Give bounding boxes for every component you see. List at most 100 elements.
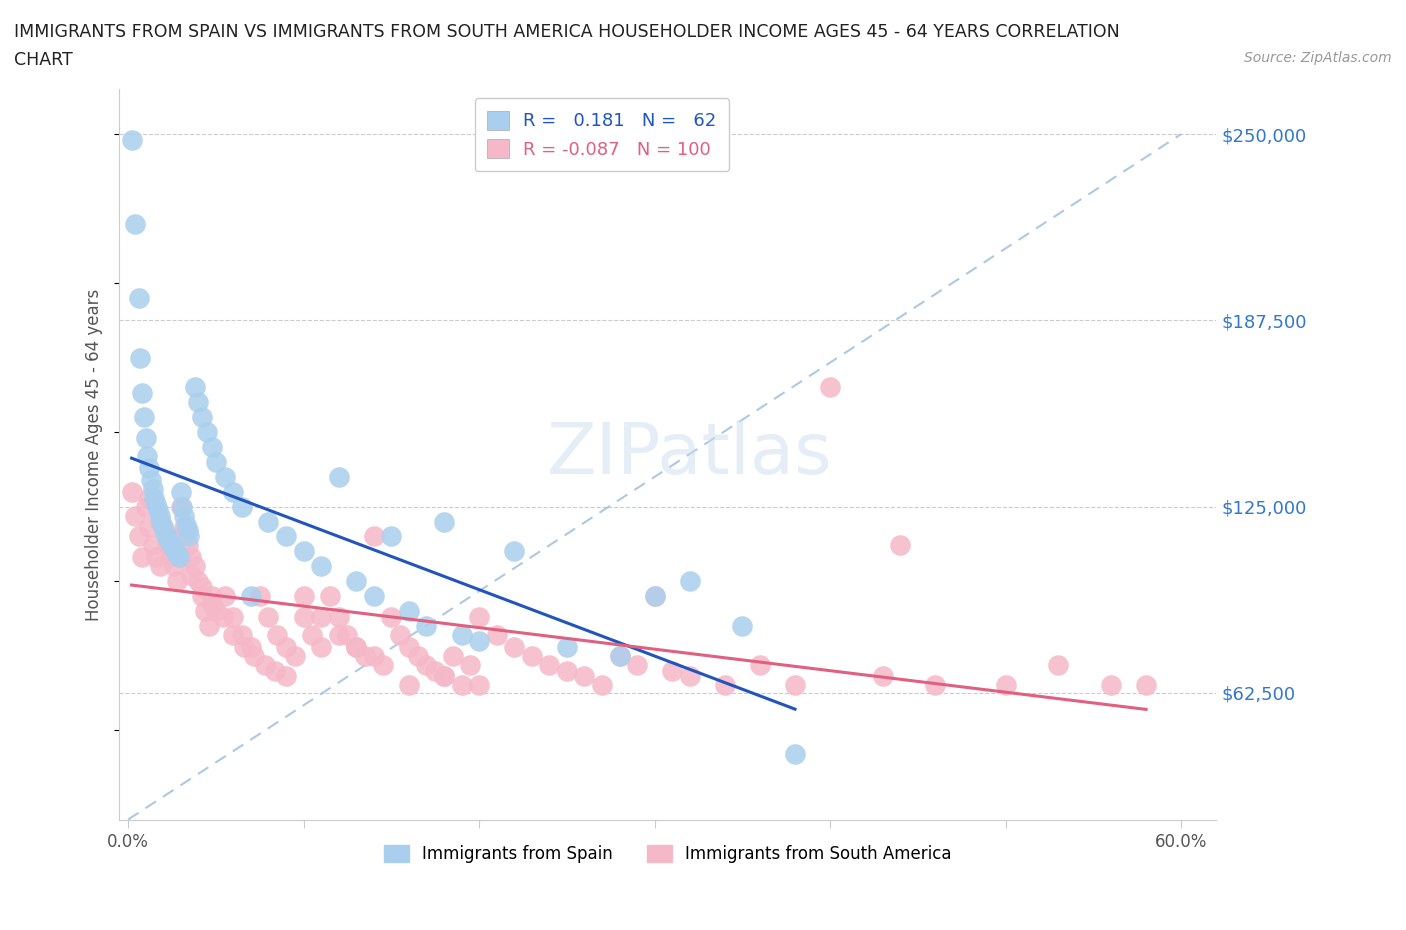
Point (253, 658, 276, 672)
Point (284, 648, 307, 663)
Point (626, 658, 648, 672)
Point (177, 538, 200, 552)
Point (191, 589, 214, 604)
Point (142, 538, 165, 552)
Point (644, 589, 666, 604)
Point (354, 648, 377, 663)
Point (180, 567, 202, 582)
Point (124, 216, 146, 231)
Point (172, 499, 194, 514)
Point (503, 639, 526, 654)
Point (153, 526, 176, 541)
Point (398, 639, 420, 654)
Point (1135, 678, 1157, 693)
Point (173, 508, 195, 523)
Point (214, 470, 236, 485)
Y-axis label: Householder Income Ages 45 - 64 years: Householder Income Ages 45 - 64 years (86, 288, 103, 620)
Point (214, 589, 236, 604)
Point (292, 544, 315, 559)
Point (222, 485, 245, 499)
Point (249, 589, 271, 604)
Point (264, 663, 287, 678)
Point (146, 502, 169, 517)
Point (135, 499, 157, 514)
Point (748, 658, 770, 672)
Point (231, 628, 253, 643)
Point (136, 448, 159, 463)
Point (138, 520, 160, 535)
Point (152, 520, 174, 535)
Point (222, 628, 245, 643)
Point (204, 604, 226, 618)
Point (309, 639, 332, 654)
Point (336, 628, 359, 643)
Point (180, 550, 202, 565)
Point (406, 648, 429, 663)
Point (425, 663, 447, 678)
Point (165, 544, 187, 559)
Point (239, 589, 262, 604)
Point (187, 574, 209, 589)
Point (177, 523, 200, 538)
Legend: Immigrants from Spain, Immigrants from South America: Immigrants from Spain, Immigrants from S… (377, 838, 957, 870)
Point (124, 508, 146, 523)
Point (889, 538, 911, 552)
Point (143, 490, 166, 505)
Point (128, 290, 150, 305)
Point (460, 658, 482, 672)
Point (170, 485, 193, 499)
Point (139, 472, 162, 487)
Point (174, 517, 197, 532)
Point (149, 559, 172, 574)
Point (204, 455, 226, 470)
Point (173, 520, 195, 535)
Point (503, 544, 526, 559)
Point (679, 669, 702, 684)
Point (398, 604, 420, 618)
Point (131, 386, 153, 401)
Point (201, 440, 224, 455)
Text: CHART: CHART (14, 51, 73, 69)
Point (142, 482, 165, 497)
Point (994, 678, 1017, 693)
Point (179, 529, 201, 544)
Point (415, 618, 437, 633)
Point (152, 520, 174, 535)
Point (121, 485, 143, 499)
Point (159, 529, 181, 544)
Point (163, 541, 186, 556)
Point (160, 538, 183, 552)
Point (441, 648, 464, 663)
Point (138, 460, 160, 475)
Point (167, 550, 190, 565)
Point (195, 425, 218, 440)
Point (468, 609, 491, 624)
Point (132, 410, 155, 425)
Point (170, 499, 193, 514)
Point (1099, 678, 1122, 693)
Point (257, 514, 280, 529)
Point (149, 514, 172, 529)
Point (644, 589, 666, 604)
Point (292, 609, 315, 624)
Point (145, 550, 167, 565)
Point (783, 747, 806, 762)
Point (187, 395, 209, 410)
Point (163, 559, 186, 574)
Point (166, 574, 188, 589)
Point (166, 547, 188, 562)
Text: Source: ZipAtlas.com: Source: ZipAtlas.com (1244, 51, 1392, 65)
Point (292, 589, 315, 604)
Point (415, 658, 437, 672)
Point (128, 529, 150, 544)
Point (328, 609, 350, 624)
Point (344, 639, 367, 654)
Point (274, 529, 297, 544)
Point (274, 669, 297, 684)
Point (159, 535, 181, 550)
Point (538, 658, 561, 672)
Point (433, 669, 456, 684)
Point (714, 678, 737, 693)
Point (731, 618, 754, 633)
Point (555, 639, 578, 654)
